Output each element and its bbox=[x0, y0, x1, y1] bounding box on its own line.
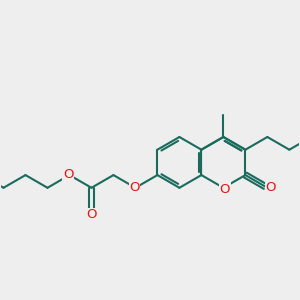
Text: O: O bbox=[63, 168, 74, 181]
Text: O: O bbox=[220, 182, 230, 196]
Text: O: O bbox=[129, 181, 140, 194]
Text: O: O bbox=[86, 208, 97, 221]
Text: O: O bbox=[266, 181, 276, 194]
